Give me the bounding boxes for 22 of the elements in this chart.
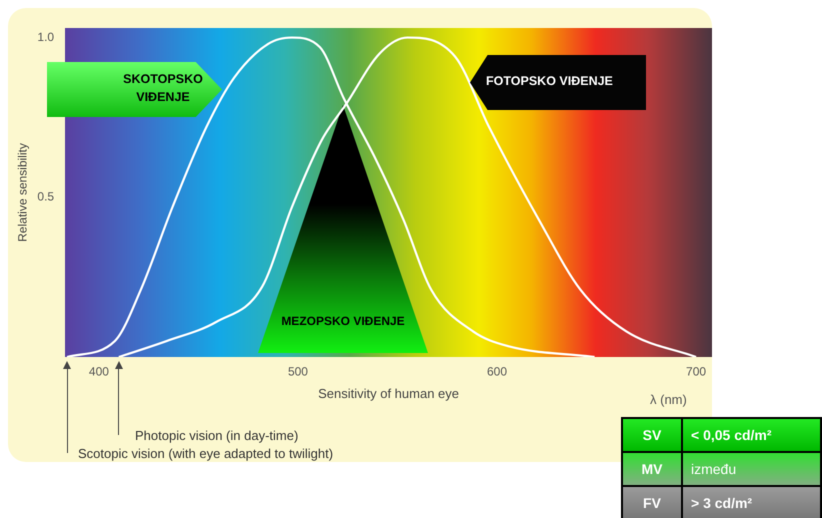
y-axis-title: Relative sensibility — [16, 143, 30, 242]
y-tick-label: 1.0 — [37, 30, 54, 44]
series-label: FOTOPSKO VIĐENJE — [486, 74, 613, 88]
x-tick-label: 500 — [288, 364, 308, 379]
text: < 0,05 cd/m² — [683, 419, 820, 451]
arrow-sign: SKOTOPSKO VIĐENJE — [47, 62, 222, 117]
annotation: MEZOPSKO VIĐENJE — [280, 313, 406, 330]
text: > 3 cd/m² — [683, 487, 820, 518]
y-tick-label: 0.5 — [37, 190, 54, 204]
x-axis-title: Sensitivity of human eye — [318, 386, 459, 401]
arrow-sign: FOTOPSKO VIĐENJE — [470, 55, 646, 110]
text: MV — [623, 453, 683, 485]
text: SV — [623, 419, 683, 451]
text: FV — [623, 487, 683, 518]
text: između — [683, 453, 820, 485]
x-tick-label: 600 — [487, 364, 508, 379]
text: λ (nm) — [650, 392, 687, 407]
series-label: SKOTOPSKO VIĐENJE — [122, 71, 204, 106]
text: Photopic vision (in day-time) — [135, 428, 298, 443]
text: Scotopic vision (with eye adapted to twilight) — [78, 446, 334, 461]
x-tick-label: 400 — [88, 364, 110, 379]
x-tick-label: 700 — [686, 364, 706, 379]
